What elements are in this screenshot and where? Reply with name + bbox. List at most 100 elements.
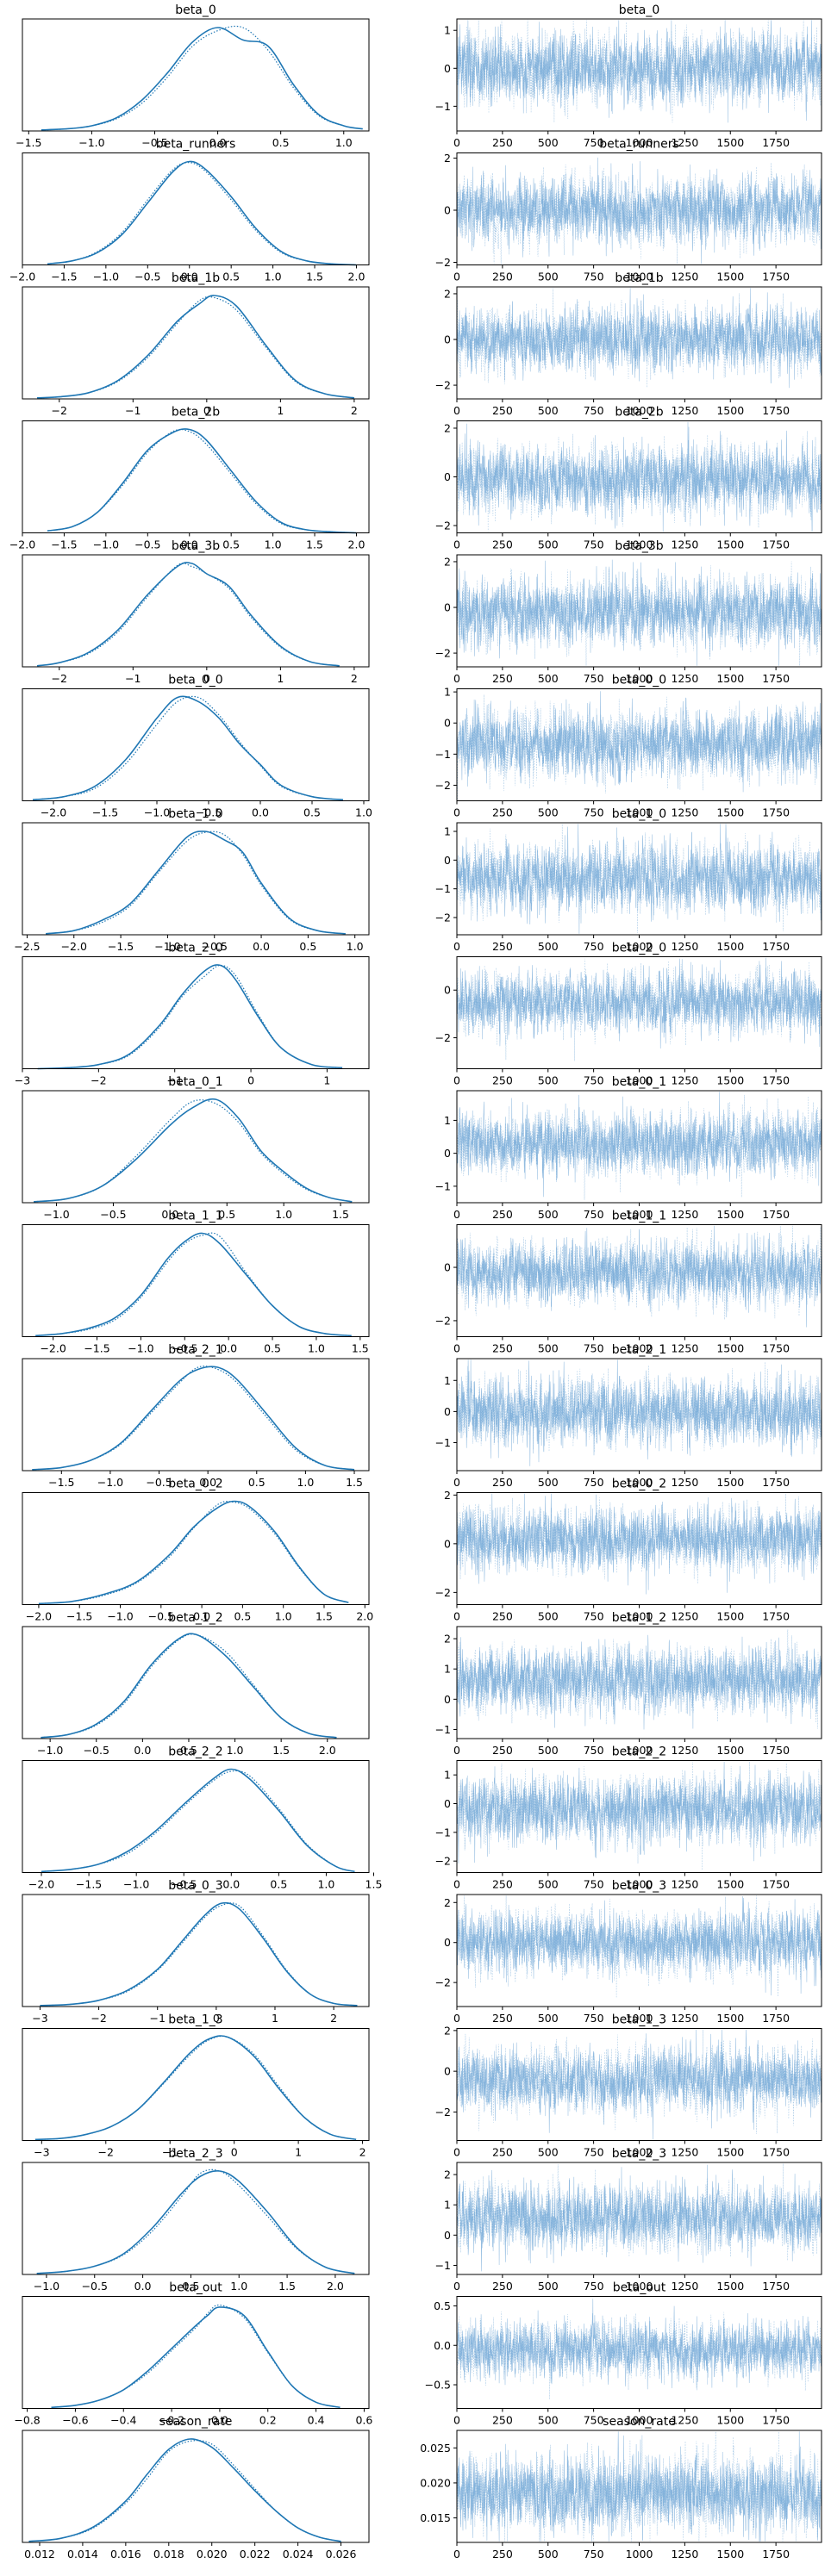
x-tick-label: −1.0	[93, 538, 119, 551]
x-tick-label: 750	[584, 2414, 604, 2427]
axes-frame	[22, 1626, 370, 1739]
x-tick-label: 0.4	[308, 2414, 325, 2427]
x-tick-label: 0.5	[180, 1744, 197, 1757]
x-tick-label: 0	[453, 1208, 460, 1221]
x-tick-label: 1500	[716, 1744, 744, 1757]
x-tick-label: −0.5	[148, 1610, 174, 1623]
x-tick-label: 1750	[762, 672, 790, 685]
panel-title: beta_2_3	[168, 2147, 222, 2161]
x-tick-label: −0.5	[134, 538, 160, 551]
x-tick-label: 0.5	[303, 806, 321, 819]
x-tick-label: 250	[492, 2012, 513, 2025]
trace-line-chain-2	[456, 1895, 822, 1999]
kde-curve-chain-2	[41, 1633, 337, 1739]
x-tick-label: 1	[295, 2146, 302, 2159]
kde-curve-chain-2	[28, 2440, 341, 2542]
density-panel-beta_2_2: beta_2_2 −2.0 −1.5 −1.0 −0.5 0.0 0.5 1.0 1.5	[22, 1745, 382, 1891]
x-tick-label: −2.0	[28, 1878, 54, 1891]
x-tick-label: 1500	[716, 2146, 744, 2159]
x-tick-label: 1000	[626, 1610, 653, 1623]
x-tick-label: 500	[538, 271, 559, 283]
y-tick-label: 0	[444, 470, 451, 483]
axes-frame	[22, 1492, 370, 1605]
panel-title: beta_0	[619, 3, 659, 17]
y-tick-label: 1	[444, 24, 451, 37]
y-tick-label: 0	[444, 601, 451, 614]
x-tick-label: 0.0	[211, 2414, 228, 2427]
y-tick-label: 2	[444, 555, 451, 568]
x-tick-label: −3	[15, 1074, 30, 1087]
x-tick-label: 0.012	[24, 2548, 55, 2560]
trace-panel-season_rate: season_rate 0.015 0.020 0.025 0 250 500 750 1000…	[420, 2415, 822, 2560]
kde-curve-chain-2	[34, 2035, 357, 2140]
x-tick-label: 1.0	[355, 806, 372, 819]
axes-frame	[22, 1090, 370, 1204]
x-tick-label: −0.5	[146, 1476, 172, 1489]
x-tick-label: 0	[453, 2548, 460, 2560]
x-tick-label: 250	[492, 1074, 513, 1087]
panel-title: beta_runners	[599, 138, 679, 152]
kde-curve-chain-1	[36, 562, 340, 667]
x-tick-label: 250	[492, 271, 513, 283]
x-tick-label: −1.0	[93, 271, 119, 283]
x-tick-label: 0.0	[199, 1476, 216, 1489]
x-tick-label: 1.0	[227, 1744, 244, 1757]
density-panel-beta_2b: beta_2b −2.0 −1.5 −1.0 −0.5 0.0 0.5 1.0 1.5 2.0	[9, 406, 370, 551]
axes-frame	[22, 286, 370, 400]
kde-curve-chain-1	[41, 1633, 337, 1739]
panel-title: season_rate	[603, 2415, 676, 2429]
x-tick-label: 0.0	[181, 538, 198, 551]
x-tick-label: 250	[492, 1744, 513, 1757]
y-tick-label: −2	[435, 779, 451, 792]
x-tick-label: 1250	[671, 806, 698, 819]
x-tick-label: 0.5	[222, 538, 240, 551]
x-tick-label: 1.5	[332, 1208, 349, 1221]
x-tick-label: 1250	[671, 2414, 698, 2427]
x-tick-label: 750	[584, 2012, 604, 2025]
x-tick-label: −2	[98, 2146, 114, 2159]
density-panel-season_rate: season_rate 0.012 0.014 0.016 0.018 0.020 0.02…	[22, 2415, 370, 2560]
x-tick-label: 1500	[716, 1610, 744, 1623]
x-tick-label: 1000	[626, 2280, 653, 2293]
y-tick-label: 1	[444, 686, 451, 699]
x-tick-label: 1750	[762, 538, 790, 551]
x-tick-label: 1750	[762, 2012, 790, 2025]
y-tick-label: 0	[444, 333, 451, 346]
x-tick-label: 750	[584, 538, 604, 551]
x-tick-label: 2.0	[348, 271, 366, 283]
x-tick-label: 500	[538, 1208, 559, 1221]
density-panel-beta_0: beta_0 −1.5 −1.0 −0.5 0.0 0.5 1.0	[16, 3, 370, 149]
x-tick-label: 250	[492, 1342, 513, 1355]
y-tick-label: 2	[444, 287, 451, 300]
trace-line-chain-1	[456, 1225, 822, 1328]
y-tick-label: −1	[435, 2259, 451, 2272]
x-tick-label: −1.5	[16, 136, 41, 149]
x-tick-label: 1.5	[306, 271, 323, 283]
x-tick-label: 1.5	[278, 2280, 296, 2293]
x-tick-label: 1250	[671, 404, 698, 417]
panel-title: beta_runners	[156, 138, 236, 152]
axes-frame	[22, 152, 370, 265]
x-tick-label: 1.0	[317, 1878, 334, 1891]
y-tick-label: 2	[444, 1896, 451, 1909]
x-tick-label: 2.0	[348, 538, 366, 551]
y-tick-label: −2	[435, 1586, 451, 1599]
x-tick-label: −0.5	[84, 1744, 109, 1757]
density-panel-beta_2_3: beta_2_3 −1.0 −0.5 0.0 0.5 1.0 1.5 2.0	[22, 2147, 370, 2293]
x-tick-label: 250	[492, 2146, 513, 2159]
panel-title: beta_0_0	[168, 674, 222, 688]
x-tick-label: 1000	[626, 2146, 653, 2159]
x-tick-label: 1250	[671, 2146, 698, 2159]
y-tick-label: 2	[444, 421, 451, 434]
x-tick-label: 2	[330, 2012, 337, 2025]
trace-line-chain-1	[456, 1895, 822, 1996]
x-tick-label: 1000	[626, 672, 653, 685]
x-tick-label: 1000	[626, 1476, 653, 1489]
y-tick-label: 0	[444, 1693, 451, 1706]
x-tick-label: 1500	[716, 1476, 744, 1489]
x-tick-label: 1250	[671, 1744, 698, 1757]
